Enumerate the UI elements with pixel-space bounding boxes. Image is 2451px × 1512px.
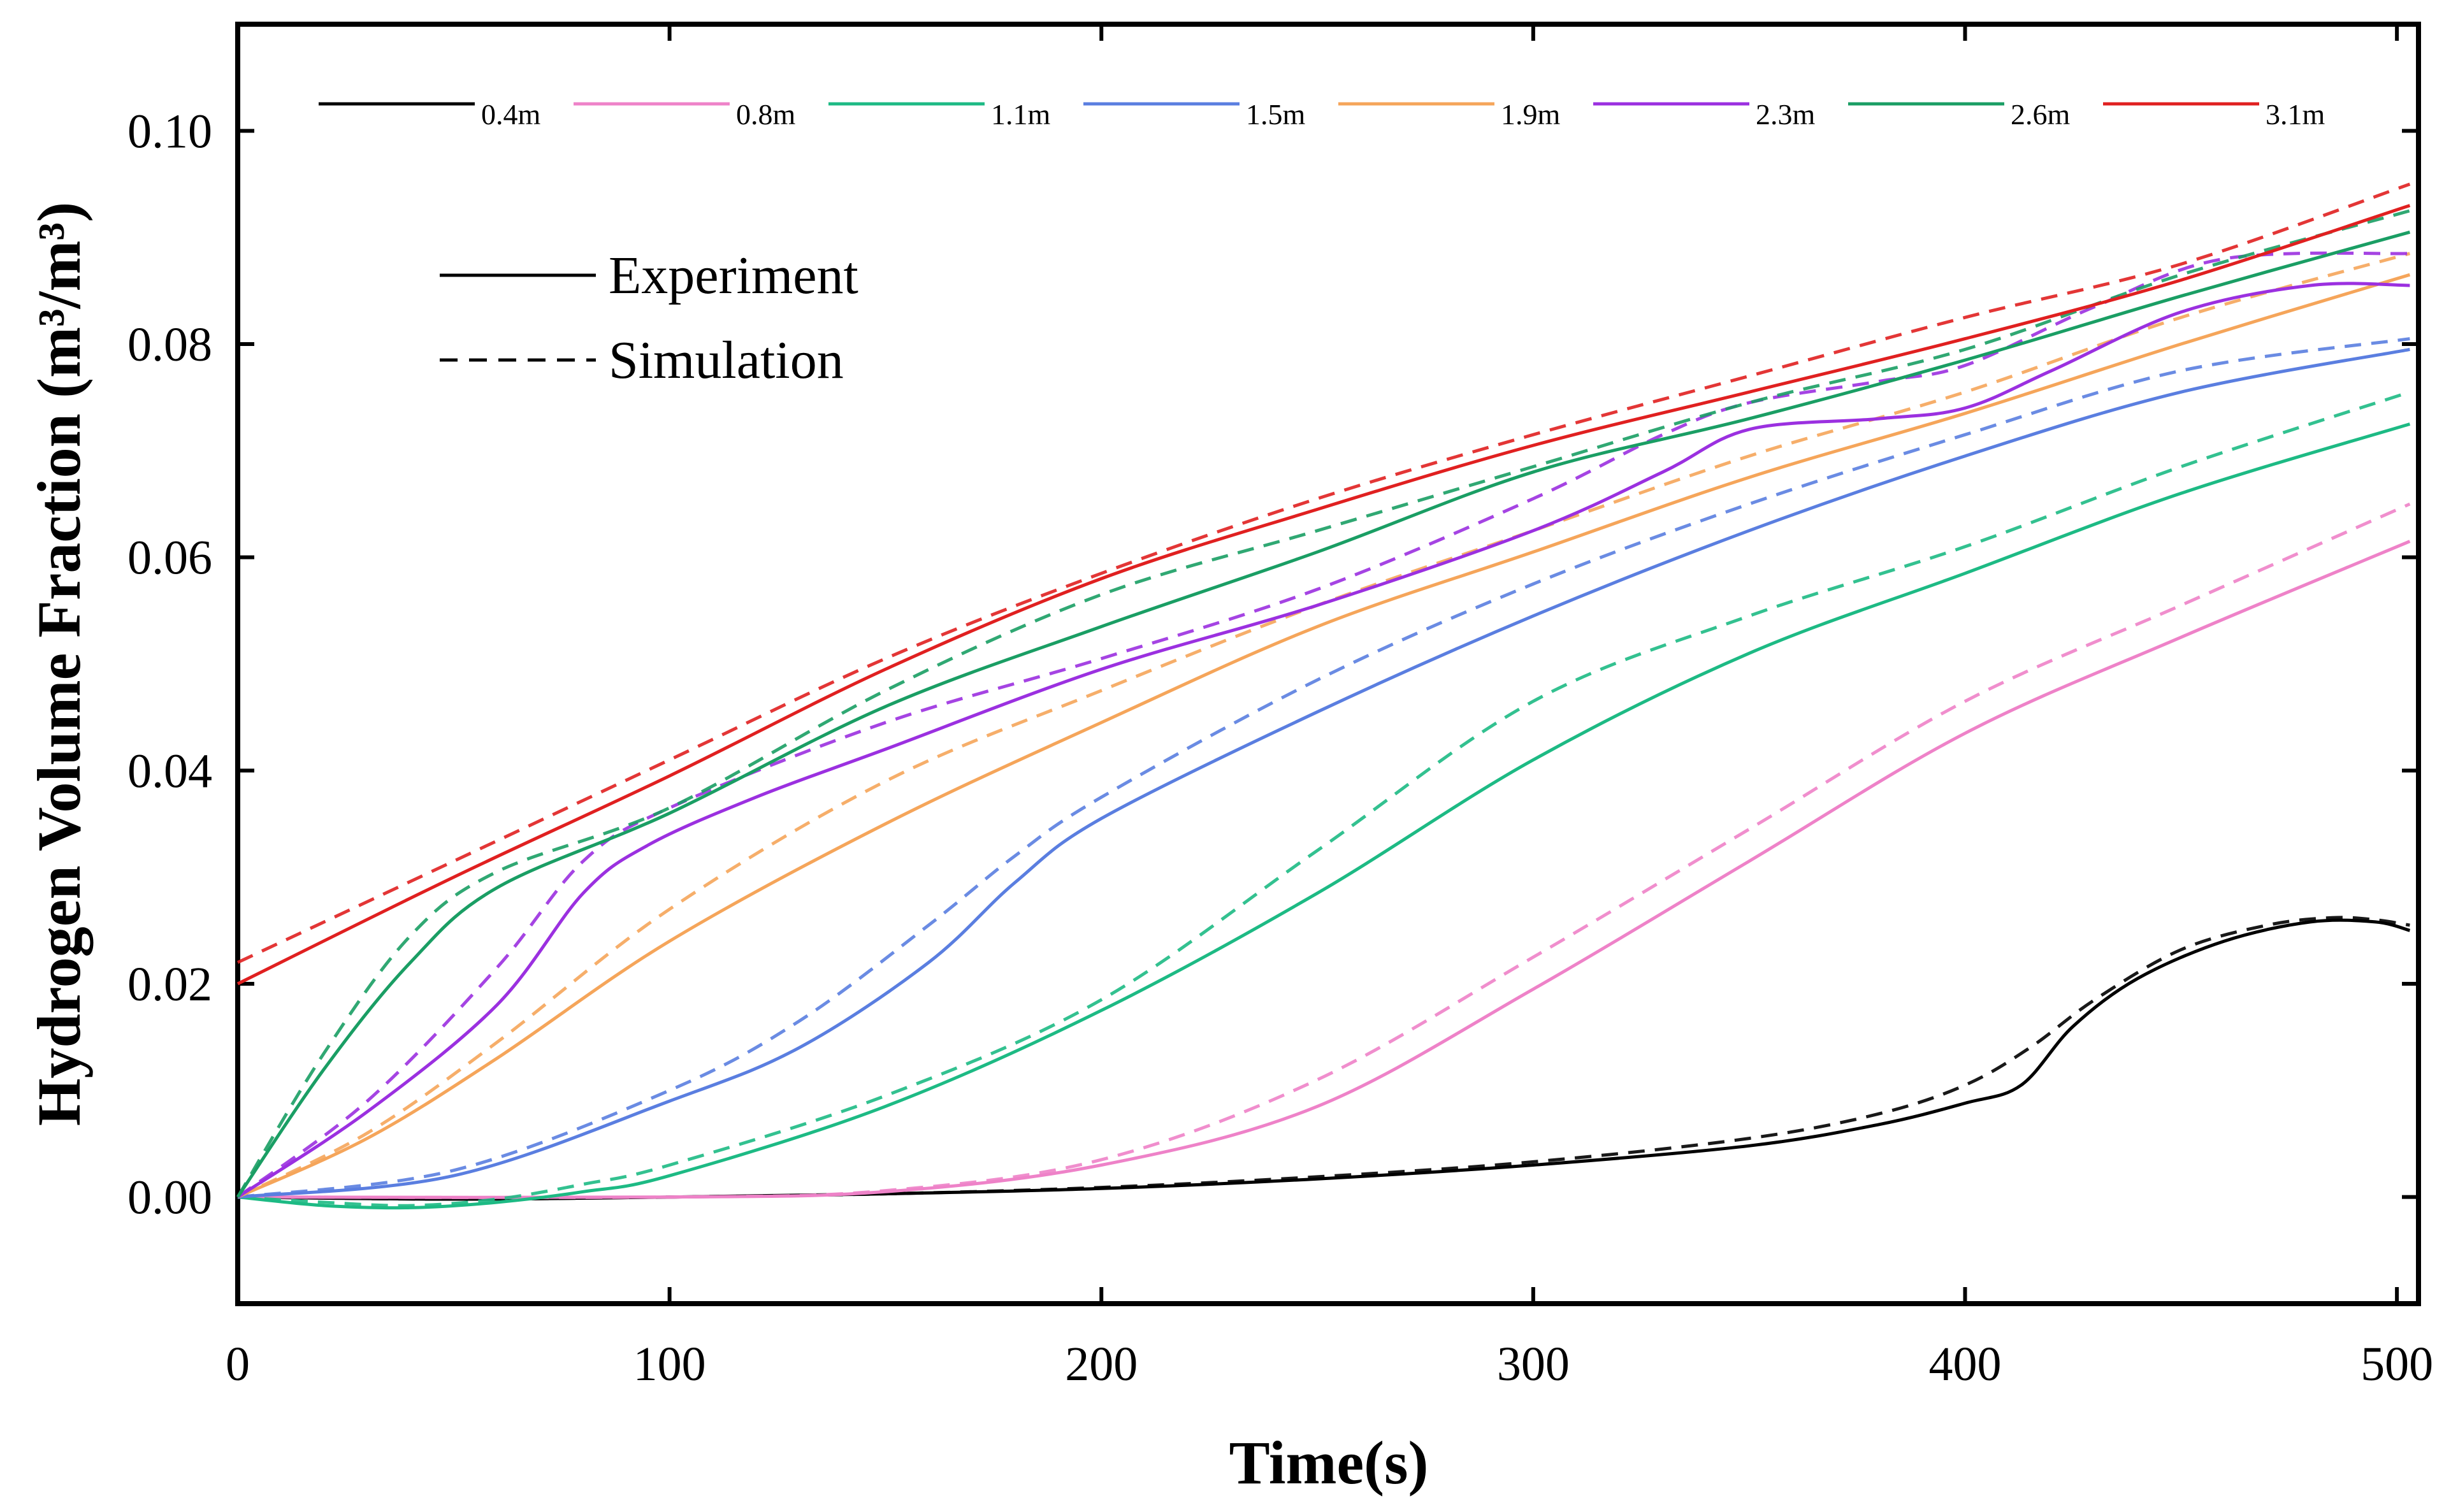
legend-label-2-6m: 2.6m xyxy=(2011,98,2071,131)
x-axis-title: Time(s) xyxy=(1229,1429,1429,1497)
series-2-3m-experiment-line xyxy=(236,282,2410,1199)
series-0-4m-simulation-line xyxy=(237,916,2410,1201)
x-tick-label: 200 xyxy=(1065,1337,1138,1391)
y-tick-label: 0.10 xyxy=(127,104,212,158)
series-2-6m-simulation-line xyxy=(236,209,2411,1198)
x-tick-label: 0 xyxy=(226,1337,250,1391)
series-1-9m-experiment-line xyxy=(236,273,2411,1199)
series-3-1m-experiment-line xyxy=(236,204,2411,986)
series-1-1m-simulation-line xyxy=(237,390,2411,1207)
series-1-5m-simulation-line xyxy=(237,337,2410,1199)
legend-label-1-9m: 1.9m xyxy=(1501,98,1561,131)
legend-label-1-1m: 1.1m xyxy=(991,98,1051,131)
style-legend: Experiment Simulation xyxy=(440,246,858,390)
experiment-legend-label: Experiment xyxy=(609,246,858,305)
series-1-9m-simulation-line xyxy=(236,252,2411,1199)
x-tick-label: 500 xyxy=(2361,1337,2433,1391)
simulation-legend-label: Simulation xyxy=(609,331,844,390)
y-tick-label: 0.08 xyxy=(127,318,212,371)
legend-label-1-5m: 1.5m xyxy=(1246,98,1306,131)
legend-label-2-3m: 2.3m xyxy=(1756,98,1816,131)
y-tick-label: 0.02 xyxy=(127,958,212,1011)
series-1-5m-experiment-line xyxy=(237,347,2410,1199)
series-layer xyxy=(236,182,2411,1210)
y-tick-label: 0.00 xyxy=(127,1171,212,1225)
legend-label-0-8m: 0.8m xyxy=(736,98,796,131)
series-0-8m-experiment-line xyxy=(237,540,2411,1199)
series-legend: 0.4m 0.8m 1.1m 1.5m 1.9m 2.3m 2.6m 3.1m xyxy=(319,98,2325,131)
x-tick-label: 400 xyxy=(1928,1337,2001,1391)
legend-label-3-1m: 3.1m xyxy=(2266,98,2325,131)
series-2-6m-experiment-line xyxy=(236,230,2411,1199)
y-tick-label: 0.06 xyxy=(127,531,212,585)
legend-label-0-4m: 0.4m xyxy=(481,98,541,131)
plot-area-frame xyxy=(235,22,2421,1306)
y-axis-title: Hydrogen Volume Fraction (m³/m³) xyxy=(25,202,93,1126)
x-tick-label: 100 xyxy=(633,1337,706,1391)
ticks-layer: 0 100 200 300 400 500 0.00 0.02 0.04 0.06 0.08 0.10 xyxy=(127,24,2433,1391)
series-0-8m-simulation-line xyxy=(237,502,2411,1199)
x-tick-label: 300 xyxy=(1497,1337,1570,1391)
series-1-1m-experiment-line xyxy=(237,422,2411,1210)
y-tick-label: 0.04 xyxy=(127,744,212,798)
series-2-3m-simulation-line xyxy=(236,251,2410,1199)
series-0-4m-experiment-line xyxy=(237,918,2411,1201)
